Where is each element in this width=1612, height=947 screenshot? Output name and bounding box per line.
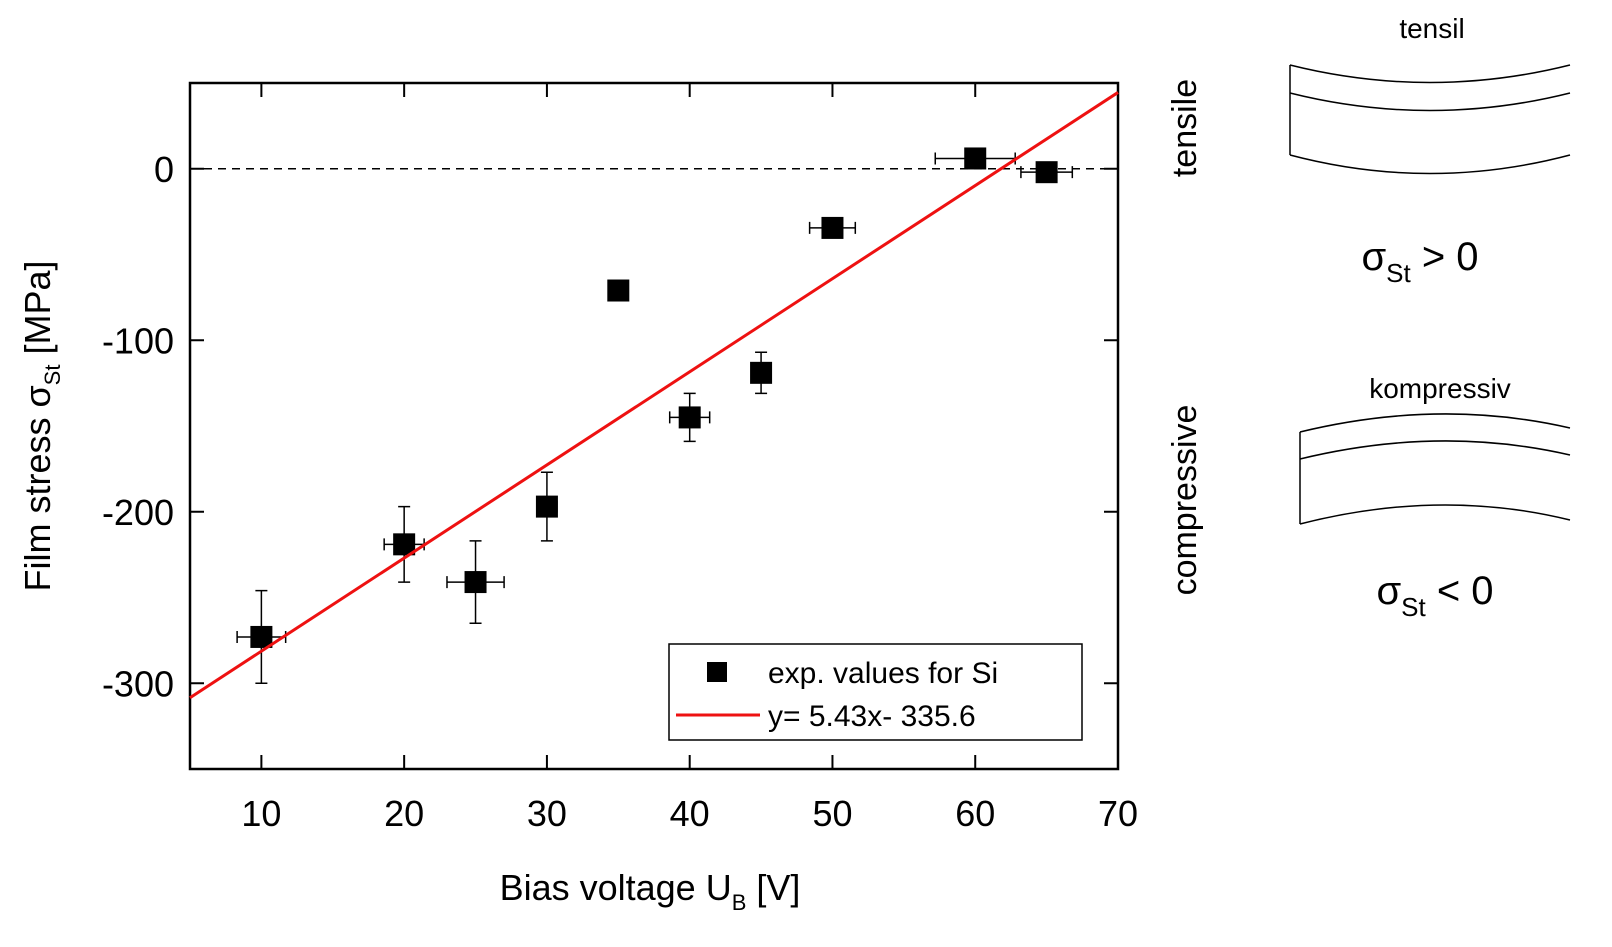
sigma-sub: St xyxy=(1386,258,1411,288)
x-label-main: Bias voltage U xyxy=(500,867,732,908)
sigma: σ xyxy=(1361,235,1386,279)
data-point xyxy=(607,279,630,302)
sigma: σ xyxy=(1376,569,1401,613)
legend-frame xyxy=(668,643,1083,741)
marker xyxy=(464,571,487,594)
layer-edge xyxy=(1299,504,1571,525)
y-label-rest: [MPa] xyxy=(17,260,58,364)
x-tick-label: 20 xyxy=(384,793,424,834)
legend-label: y= 5.43x- 335.6 xyxy=(768,700,976,733)
plot-frame xyxy=(188,81,1120,771)
data-point xyxy=(808,216,857,239)
data-point xyxy=(446,540,505,624)
data-point xyxy=(1020,161,1074,184)
layer-edge xyxy=(1299,440,1571,460)
data-point xyxy=(750,351,773,395)
marker xyxy=(678,406,701,429)
marker xyxy=(535,495,558,518)
legend: exp. values for Si y= 5.43x- 335.6 xyxy=(668,643,1083,741)
y-tick-label: -100 xyxy=(102,320,174,361)
y-label-main: Film stress σ xyxy=(17,385,58,591)
data-point xyxy=(668,392,711,443)
data-point xyxy=(934,147,1016,170)
marker xyxy=(1035,161,1058,184)
marker xyxy=(821,216,844,239)
diagram-title: tensil xyxy=(1399,13,1464,44)
x-label-sub: B xyxy=(732,890,747,915)
y-axis-label: Film stress σSt [MPa] xyxy=(17,260,65,591)
x-tick-label: 50 xyxy=(812,793,852,834)
x-label-rest: [V] xyxy=(746,867,800,908)
x-tick-label: 10 xyxy=(241,793,281,834)
y-label-sub: St xyxy=(40,365,65,386)
marker xyxy=(964,147,987,170)
y-tick-label: -200 xyxy=(102,492,174,533)
legend-label: exp. values for Si xyxy=(768,657,998,690)
layer-edge xyxy=(1289,154,1571,175)
data-point xyxy=(383,505,425,583)
marker xyxy=(250,625,273,648)
sigma-sub: St xyxy=(1401,592,1426,622)
x-tick-label: 60 xyxy=(955,793,995,834)
data-point xyxy=(535,471,558,542)
side-label: tensile xyxy=(1166,79,1204,177)
layer-edge xyxy=(1289,92,1571,112)
legend-swatch xyxy=(707,662,727,682)
x-axis-label: Bias voltage UB [V] xyxy=(500,867,801,915)
x-tick-label: 30 xyxy=(527,793,567,834)
x-tick-label: 40 xyxy=(670,793,710,834)
fit-line xyxy=(189,91,1119,699)
data-point xyxy=(236,589,287,684)
x-tick-label: 70 xyxy=(1098,793,1138,834)
marker xyxy=(393,533,416,556)
compressive-diagram xyxy=(1299,413,1571,525)
condition-label: σSt > 0 xyxy=(1361,235,1478,288)
marker xyxy=(607,279,630,302)
y-tick-label: 0 xyxy=(154,149,174,190)
tensile-diagram xyxy=(1289,64,1571,175)
layer-edge xyxy=(1289,64,1571,84)
diagram-title: kompressiv xyxy=(1369,373,1511,404)
condition-label: σSt < 0 xyxy=(1376,569,1493,622)
layer-edge xyxy=(1299,413,1571,433)
condition-rest: > 0 xyxy=(1411,235,1479,279)
y-tick-label: -300 xyxy=(102,663,174,704)
marker xyxy=(750,361,773,384)
condition-rest: < 0 xyxy=(1426,569,1494,613)
side-label: compressive xyxy=(1166,405,1204,596)
